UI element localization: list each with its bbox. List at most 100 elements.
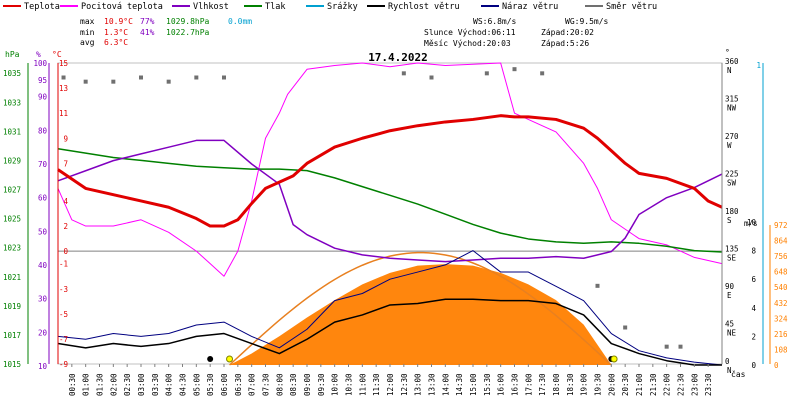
hpa-tick: 1015 xyxy=(3,360,21,369)
hpa-tick: 1027 xyxy=(3,186,21,195)
x-tick-label: 13:00 xyxy=(414,373,423,396)
x-tick-label: 04:00 xyxy=(165,373,174,396)
moon-set-info: Západ:5:26 xyxy=(541,39,589,48)
wm2-tick: 108 xyxy=(774,345,788,354)
pct-tick: 20 xyxy=(38,328,48,337)
stats-rain: 0.0mm xyxy=(228,17,252,26)
winddir-point xyxy=(678,344,683,349)
stats-temp: 6.3°C xyxy=(104,38,128,47)
pct-tick: 70 xyxy=(38,160,48,169)
x-tick-label: 01:30 xyxy=(96,373,105,396)
ms-tick: 2 xyxy=(751,332,756,341)
dir-tick: 225 xyxy=(725,170,739,179)
wm2-tick: 216 xyxy=(774,330,788,339)
stats-humidity: 41% xyxy=(140,28,155,37)
pct-tick: 10 xyxy=(38,362,48,371)
dir-tick: 45 xyxy=(725,320,734,329)
wm2-tick: 324 xyxy=(774,314,788,323)
sun-set-info: Západ:20:02 xyxy=(541,28,594,37)
hpa-tick: 1023 xyxy=(3,244,21,253)
legend-label: Směr větru xyxy=(606,2,657,12)
ms-tick: 6 xyxy=(751,275,756,284)
x-tick-label: 07:00 xyxy=(248,373,257,396)
dir-tick: 135 xyxy=(725,245,739,254)
x-tick-label: 19:00 xyxy=(580,373,589,396)
legend-label: Srážky xyxy=(327,2,358,12)
winddir-point xyxy=(540,71,545,76)
pct-tick: 90 xyxy=(38,93,48,102)
x-tick-label: 15:30 xyxy=(483,373,492,396)
degc-tick: 11 xyxy=(59,109,68,118)
dir-tick: 90 xyxy=(725,282,735,291)
dir-tick-compass: N xyxy=(727,66,732,75)
winddir-point xyxy=(166,79,171,84)
pct-tick: 40 xyxy=(38,261,48,270)
degc-tick: 15 xyxy=(59,59,68,68)
x-tick-label: 18:30 xyxy=(566,373,575,396)
wind-gust-info: WG:9.5m/s xyxy=(565,17,609,26)
degc-tick: 9 xyxy=(63,134,68,143)
stats-label: min xyxy=(80,28,95,37)
pct-tick: 60 xyxy=(38,194,48,203)
series-pressure xyxy=(57,148,723,253)
series-solar-max-curve xyxy=(229,251,612,366)
ms-tick: 4 xyxy=(751,304,756,313)
stats-pressure: 1029.8hPa xyxy=(166,17,210,26)
winddir-point xyxy=(194,75,199,80)
degc-tick: -3 xyxy=(59,285,68,294)
winddir-point xyxy=(664,344,669,349)
x-tick-label: 05:00 xyxy=(192,373,201,396)
x-tick-label: 06:30 xyxy=(234,373,243,396)
mm-tick: 1 xyxy=(756,61,761,70)
dir-tick-compass: NW xyxy=(727,104,737,113)
ms-tick: 8 xyxy=(751,247,756,256)
x-tick-label: 01:00 xyxy=(82,373,91,396)
winddir-point xyxy=(139,75,143,80)
chart-title: 17.4.2022 xyxy=(368,51,428,64)
dir-tick-compass: NE xyxy=(727,329,737,338)
degc-tick: -7 xyxy=(59,335,68,344)
sunrise-marker xyxy=(226,355,234,363)
wm2-tick: 432 xyxy=(774,299,788,308)
moonset-marker xyxy=(207,356,214,362)
degc-tick: 2 xyxy=(63,222,68,231)
x-tick-label: 18:00 xyxy=(552,373,561,396)
ms-unit: m/s xyxy=(744,219,758,228)
x-tick-label: 23:30 xyxy=(704,373,713,396)
winddir-point xyxy=(111,79,116,84)
x-tick-label: 10:00 xyxy=(331,373,340,396)
dir-tick-compass: S xyxy=(727,216,732,225)
x-tick-label: 08:30 xyxy=(289,373,298,396)
dir-tick-compass: E xyxy=(727,291,732,300)
x-tick-label: 20:30 xyxy=(621,373,630,396)
x-tick-label: 14:00 xyxy=(441,373,450,396)
x-tick-label: 23:00 xyxy=(690,373,699,396)
winddir-point xyxy=(401,71,406,76)
stats-label: avg xyxy=(80,38,95,47)
series-humidity xyxy=(57,139,723,263)
wind-speed-info: WS:6.8m/s xyxy=(473,17,517,26)
hpa-tick: 1019 xyxy=(3,302,21,311)
winddir-point xyxy=(61,75,66,80)
pct-tick: 30 xyxy=(38,295,48,304)
wm2-tick: 756 xyxy=(774,252,788,261)
dir-tick-compass: N xyxy=(727,366,732,375)
dir-tick: 180 xyxy=(725,207,739,216)
x-tick-label: 09:00 xyxy=(303,373,312,396)
pct-tick: 80 xyxy=(38,126,48,135)
x-tick-label: 04:30 xyxy=(179,373,188,396)
x-tick-label: 12:30 xyxy=(400,373,409,396)
pct-tick: 100 xyxy=(33,59,47,68)
stats-temp: 10.9°C xyxy=(104,17,133,26)
ms-tick: 10 xyxy=(747,218,757,227)
winddir-point xyxy=(595,283,600,288)
series-wind-speed xyxy=(57,298,722,366)
hpa-tick: 1025 xyxy=(3,215,21,224)
dir-unit: ° xyxy=(725,48,730,57)
dir-tick: 0 xyxy=(725,357,730,366)
degc-unit: °C xyxy=(52,50,62,59)
sun-info: Slunce Východ:06:11 xyxy=(424,28,516,37)
x-tick-label: 12:00 xyxy=(386,373,395,396)
